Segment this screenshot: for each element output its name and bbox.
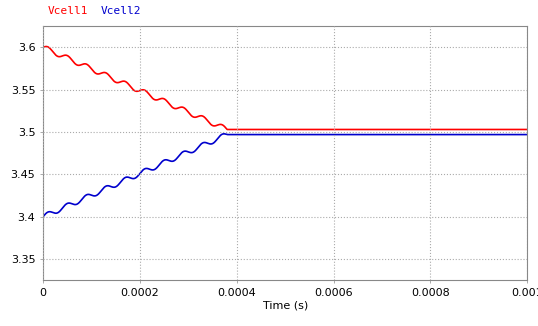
X-axis label: Time (s): Time (s) (263, 301, 308, 311)
Text: Vcell1: Vcell1 (48, 6, 88, 16)
Text: Vcell2: Vcell2 (101, 6, 141, 16)
